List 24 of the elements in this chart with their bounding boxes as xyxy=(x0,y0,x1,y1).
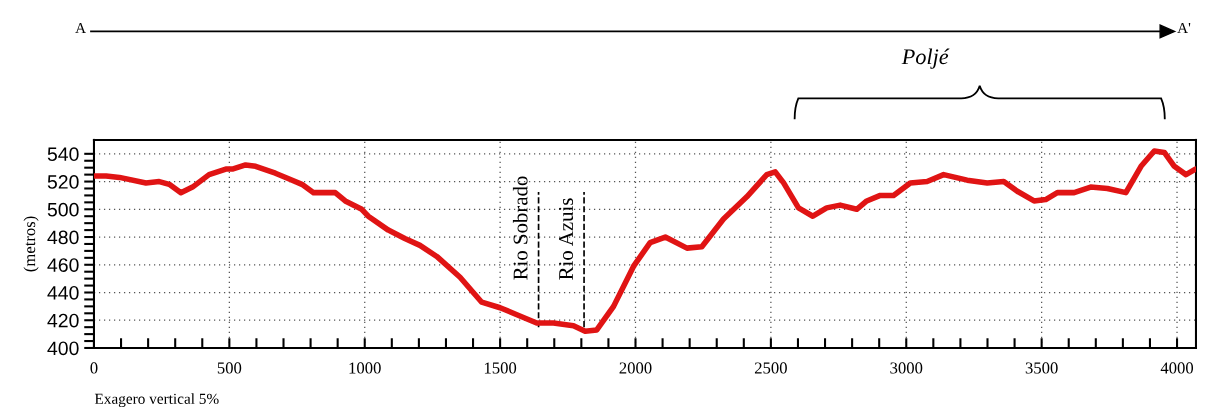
y-tick-label: 480 xyxy=(47,230,79,245)
y-tick-label: 520 xyxy=(47,175,79,189)
text: Exagero vertical 5% xyxy=(94,393,219,408)
ref-line-label: Rio Sobrado xyxy=(512,176,528,280)
x-tick-label: 1000 xyxy=(349,362,381,374)
y-tick-label: 440 xyxy=(47,285,79,300)
x-tick-label: 4000 xyxy=(1160,362,1194,374)
ref-line-label: Rio Azuis xyxy=(559,198,574,280)
x-tick-label: 2000 xyxy=(619,362,652,374)
x-tick-label: 2500 xyxy=(754,362,787,374)
y-axis-title: (metros) xyxy=(23,216,39,272)
text: A' xyxy=(1177,22,1191,33)
x-tick-label: 3000 xyxy=(890,362,923,374)
y-tick-label: 500 xyxy=(47,202,79,217)
y-tick-label: 460 xyxy=(47,258,79,272)
y-tick-label: 420 xyxy=(47,313,79,328)
text: Poljé xyxy=(901,48,950,69)
x-tick-label: 1500 xyxy=(484,362,517,374)
x-tick-label: 3500 xyxy=(1025,362,1058,374)
y-tick-label: 400 xyxy=(47,341,79,356)
text: A xyxy=(75,22,86,33)
x-tick-label: 0 xyxy=(90,362,98,374)
x-tick-label: 500 xyxy=(217,362,242,374)
y-tick-label: 540 xyxy=(47,147,79,162)
